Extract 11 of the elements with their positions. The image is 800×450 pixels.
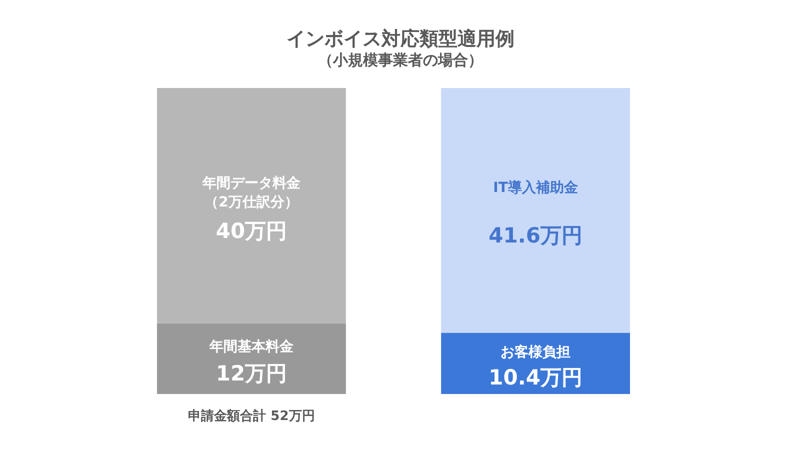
series-label: お客様負担 (500, 343, 571, 360)
chart-title: インボイス対応類型適用例 (286, 28, 514, 50)
series-label: 年間データ料金（2万仕訳分） (201, 175, 302, 210)
chart-subtitle: （小規模事業者の場合） (318, 51, 483, 69)
text: 申請金額合計 52万円 (188, 408, 315, 424)
data-label: 12万円 (216, 361, 288, 386)
data-label: 40万円 (216, 218, 288, 243)
series-label: IT導入補助金 (493, 179, 579, 196)
data-label: 41.6万円 (488, 224, 582, 248)
series-label: 年間基本料金 (208, 339, 294, 356)
data-label: 10.4万円 (488, 365, 582, 390)
